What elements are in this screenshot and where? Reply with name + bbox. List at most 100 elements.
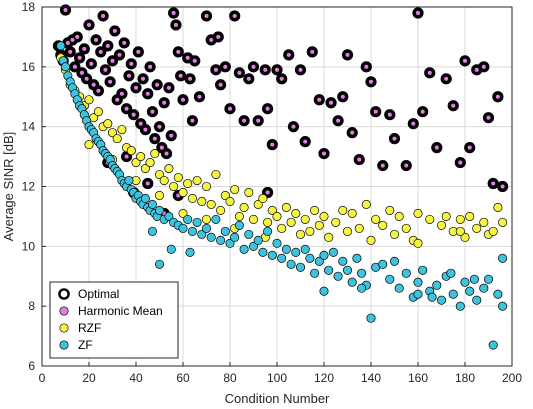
point-rzf: [361, 199, 371, 209]
point-harmonic-mean: [123, 153, 130, 160]
point-zf: [124, 175, 134, 186]
point-rzf: [201, 214, 212, 224]
point-harmonic-mean: [62, 7, 69, 13]
point-rzf: [253, 199, 263, 209]
point-harmonic-mean: [340, 93, 346, 100]
point-rzf: [319, 211, 329, 221]
point-harmonic-mean: [88, 61, 95, 67]
point-zf: [244, 229, 254, 239]
y-tick-label: 12: [22, 180, 36, 194]
point-zf: [324, 265, 334, 275]
y-tick-label: 14: [22, 120, 36, 134]
point-zf: [446, 268, 456, 278]
point-rzf: [103, 119, 113, 129]
point-zf: [201, 223, 212, 233]
point-rzf: [371, 214, 381, 224]
legend-marker: [59, 306, 69, 316]
point-harmonic-mean: [93, 37, 99, 43]
point-rzf: [154, 190, 165, 201]
y-tick-label: 18: [22, 0, 36, 14]
series-harmonic-mean: [55, 7, 506, 217]
point-harmonic-mean: [65, 40, 71, 46]
point-rzf: [84, 95, 94, 105]
point-zf: [183, 214, 193, 224]
point-rzf: [281, 202, 291, 212]
point-harmonic-mean: [262, 67, 269, 73]
point-zf: [211, 214, 221, 224]
point-zf: [394, 283, 404, 293]
point-zf: [385, 274, 395, 284]
point-zf: [277, 253, 287, 263]
point-zf: [286, 259, 296, 269]
point-rzf: [310, 205, 320, 215]
point-harmonic-mean: [97, 49, 104, 55]
point-harmonic-mean: [297, 67, 304, 73]
point-rzf: [84, 140, 94, 150]
point-zf: [319, 250, 329, 260]
point-rzf: [263, 217, 273, 227]
point-zf: [187, 226, 197, 236]
point-harmonic-mean: [403, 162, 410, 169]
point-harmonic-mean: [67, 49, 73, 55]
point-harmonic-mean: [255, 117, 261, 124]
point-rzf: [117, 125, 127, 135]
point-rzf: [436, 220, 447, 230]
point-harmonic-mean: [192, 58, 198, 64]
point-harmonic-mean: [208, 37, 214, 43]
point-harmonic-mean: [156, 123, 163, 130]
point-rzf: [305, 226, 315, 236]
point-harmonic-mean: [102, 67, 109, 73]
point-zf: [272, 238, 282, 248]
point-rzf: [244, 187, 254, 198]
point-harmonic-mean: [95, 88, 102, 94]
point-rzf: [413, 238, 423, 248]
point-harmonic-mean: [363, 64, 370, 70]
point-harmonic-mean: [83, 76, 90, 82]
point-harmonic-mean: [290, 123, 297, 130]
legend-label: RZF: [78, 321, 101, 335]
point-rzf: [258, 193, 268, 204]
legend-box: [49, 281, 179, 359]
point-zf: [413, 277, 423, 287]
point-zf: [267, 250, 277, 260]
point-rzf: [314, 220, 324, 230]
point-rzf: [145, 158, 155, 168]
point-zf: [281, 244, 291, 254]
x-tick-label: 120: [314, 371, 334, 385]
point-harmonic-mean: [419, 108, 426, 115]
series-zf: [56, 41, 508, 350]
point-harmonic-mean: [161, 99, 167, 106]
point-rzf: [378, 220, 388, 230]
point-harmonic-mean: [154, 82, 160, 88]
point-harmonic-mean: [490, 180, 496, 187]
point-zf: [248, 241, 259, 251]
point-zf: [147, 226, 157, 236]
point-zf: [347, 277, 357, 287]
point-harmonic-mean: [86, 22, 92, 28]
point-zf: [455, 301, 465, 311]
point-harmonic-mean: [349, 129, 355, 136]
point-zf: [357, 268, 367, 278]
point-harmonic-mean: [236, 70, 243, 76]
point-harmonic-mean: [274, 67, 280, 73]
point-rzf: [112, 134, 122, 144]
point-harmonic-mean: [116, 52, 123, 58]
point-zf: [220, 226, 230, 236]
point-harmonic-mean: [466, 144, 473, 151]
point-rzf: [401, 223, 411, 233]
point-rzf: [216, 205, 226, 215]
point-rzf: [331, 217, 341, 227]
point-harmonic-mean: [109, 58, 116, 64]
point-harmonic-mean: [215, 34, 222, 40]
point-harmonic-mean: [163, 150, 170, 157]
legend: Optimal Harmonic Mean RZF ZF: [49, 281, 179, 359]
point-harmonic-mean: [485, 114, 492, 121]
axis-ticks: 0 20 40 60 80 100 120 140 160 180 200 6 8 10 12 14 16 18: [22, 0, 523, 385]
legend-item: Optimal: [58, 287, 119, 301]
point-zf: [230, 232, 240, 242]
x-tick-label: 20: [82, 371, 96, 385]
y-tick-label: 8: [28, 299, 35, 313]
point-harmonic-mean: [443, 76, 449, 82]
point-rzf: [107, 128, 118, 138]
point-rzf: [286, 217, 296, 227]
